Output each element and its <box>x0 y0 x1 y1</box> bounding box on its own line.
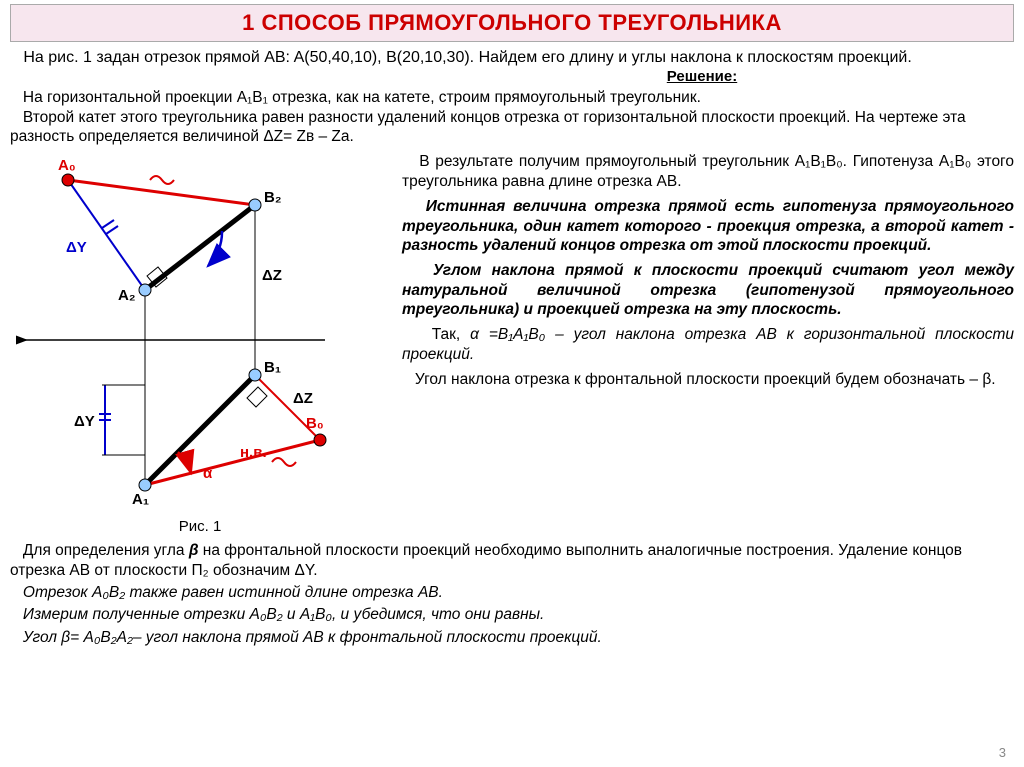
label-dY-upper: ΔY <box>66 239 87 256</box>
label-A0: A₀ <box>58 157 76 174</box>
theorem-true-length: Истинная величина отрезка прямой есть ги… <box>402 198 1014 254</box>
alpha-def-prefix: Так, <box>432 326 470 343</box>
beta-notation: Угол наклона отрезка к фронтальной плоск… <box>415 371 996 388</box>
label-B1: B₁ <box>264 359 281 376</box>
page-title: 1 СПОСОБ ПРЯМОУГОЛЬНОГО ТРЕУГОЛЬНИКА <box>10 4 1014 42</box>
diagram-svg: A₀ B₂ A₂ B₁ A₁ B₀ ΔY ΔZ ΔY ΔZ н.в. β α <box>10 150 390 510</box>
figure-caption: Рис. 1 <box>10 518 390 537</box>
intro-text: На рис. 1 задан отрезок прямой AB: A(50,… <box>23 49 911 66</box>
result-p1: В результате получим прямоугольный треуг… <box>402 153 1014 189</box>
alpha-def: α =B₁A₁B₀ – угол наклона отрезка AB к го… <box>402 326 1014 362</box>
bottom-beta-angle: Угол β= A₀B₂A₂– угол наклона прямой AB к… <box>23 629 602 646</box>
bottom-beta-intro-a: Для определения угла <box>23 542 189 559</box>
label-beta: β <box>214 245 223 262</box>
label-B2: B₂ <box>264 189 282 206</box>
expl-line-1: На горизонтальной проекции A₁B₁ отрезка,… <box>23 89 701 106</box>
figure-1: A₀ B₂ A₂ B₁ A₁ B₀ ΔY ΔZ ΔY ΔZ н.в. β α Р… <box>10 150 390 537</box>
bottom-equal-length: Отрезок A₀B₂ также равен истинной длине … <box>23 584 443 601</box>
explanation-block: На горизонтальной проекции A₁B₁ отрезка,… <box>10 88 1014 146</box>
label-A1: A₁ <box>132 491 149 508</box>
right-column: В результате получим прямоугольный треуг… <box>402 152 1014 389</box>
label-dZ-lower: ΔZ <box>293 390 313 407</box>
solution-header: Решение: <box>390 68 1014 87</box>
bottom-block: Для определения угла β на фронтальной пл… <box>10 541 1014 647</box>
label-nv: н.в. <box>240 444 267 461</box>
intro-paragraph: На рис. 1 задан отрезок прямой AB: A(50,… <box>10 48 1014 68</box>
label-B0: B₀ <box>306 415 324 432</box>
label-A2: A₂ <box>118 287 136 304</box>
bottom-measure: Измерим полученные отрезки A₀B₂ и A₁B₀, … <box>23 606 544 623</box>
expl-line-2: Второй катет этого треугольника равен ра… <box>10 109 966 145</box>
page-number: 3 <box>999 745 1006 761</box>
label-alpha: α <box>203 465 213 482</box>
label-dZ-upper: ΔZ <box>262 267 282 284</box>
theorem-angle: Углом наклона прямой к плоскости проекци… <box>402 262 1014 318</box>
label-dY-lower: ΔY <box>74 413 95 430</box>
